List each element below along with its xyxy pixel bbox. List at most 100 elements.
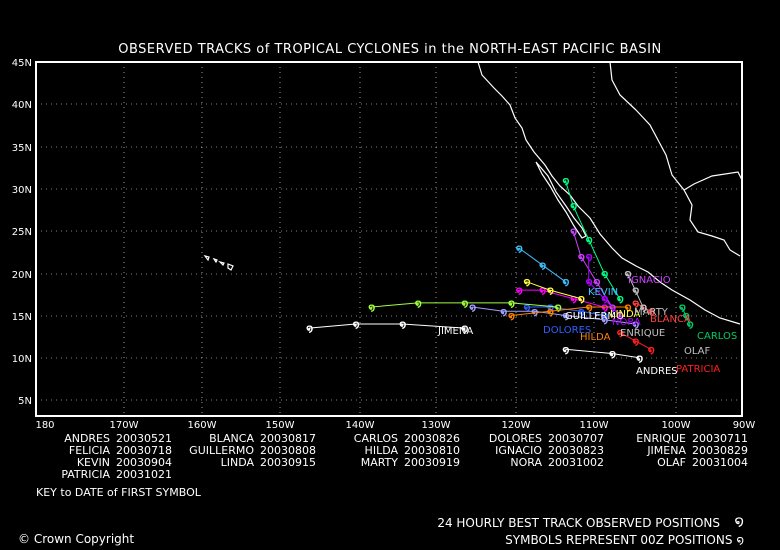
track-line-enrique [518,289,605,308]
key-storm-name: JIMENA [647,444,686,457]
key-entry: MARTY 20030919 [324,457,468,469]
track-line-andres [565,348,640,359]
key-storm-name: BLANCA [209,432,254,445]
track-symbol-nora: ໑ [617,310,624,323]
key-storm-name: MARTY [360,456,398,469]
track-symbol-ignacio: ໑ [593,276,600,289]
track-symbol-andres: ໑ [562,343,569,356]
track-line-linda [526,281,582,300]
storm-label-ignacio: IGNACIO [628,275,671,286]
key-entry: OLAF 20031004 [612,457,756,469]
track-symbol-guillermo: ໑ [601,314,608,327]
key-storm-name: HILDA [364,444,398,457]
key-storm-date: 20030817 [260,432,316,445]
track-symbol-jimena: ໑ [461,322,468,335]
track-symbol-olaf: ໑ [632,284,639,297]
track-symbol-marty: ໑ [586,233,593,246]
track-symbol-dolores: ໑ [547,301,554,314]
lon-tick-label: 150W [266,420,295,431]
copyright-label: © Crown Copyright [18,532,134,546]
key-row: ANDRES 20030521 BLANCA 20030817 CARLOS 200308… [36,433,756,445]
storm-label-dolores: DOLORES [543,325,591,336]
track-symbol-andres: ໑ [636,352,643,365]
key-storm-date: 20030707 [548,432,604,445]
track-symbol-nora: ໑ [586,250,593,263]
track-symbol-nora: ໑ [601,293,608,306]
key-storm-name: GUILLERMO [189,444,254,457]
key-entry: NORA 20031002 [468,457,612,469]
lon-tick-label: 90W [733,420,756,431]
track-symbol-carlos: ໑ [687,318,694,331]
track-symbol-hilda: ໑ [508,310,515,323]
track-symbol-kevin: ໑ [539,259,546,272]
storm-label-blanca: BLANCA [650,314,691,325]
track-symbol-jimena: ໑ [306,322,313,335]
lon-tick-label: 100W [662,420,691,431]
track-symbol-hilda: ໑ [547,305,554,318]
key-storm-name: KEVIN [76,456,110,469]
key-note: KEY to DATE of FIRST SYMBOL [36,486,201,499]
cyclone-symbol-icon: ໑ [736,533,744,547]
track-symbol-marty: ໑ [601,267,608,280]
key-entry: ENRIQUE 20030711 [612,433,756,445]
footer-note-1: 24 HOURLY BEST TRACK OBSERVED POSITIONS [437,516,720,530]
key-storm-name: ANDRES [64,432,110,445]
track-symbol-linda: ໑ [547,284,554,297]
lon-tick-label: 170W [110,420,139,431]
lat-tick-label: 10N [12,354,32,365]
track-symbol-linda: ໑ [524,276,531,289]
track-line-olaf [627,273,644,308]
key-storm-name: NORA [510,456,542,469]
track-symbol-nora: ໑ [586,276,593,289]
key-storm-date: 20030718 [116,444,172,457]
track-symbol-kevin: ໑ [516,242,523,255]
track-symbol-olaf: ໑ [640,301,647,314]
key-entry: PATRICIA 20031021 [36,469,181,481]
lon-tick-label: 120W [502,420,531,431]
track-line-jimena [309,323,465,329]
track-symbol-enrique: ໑ [570,293,577,306]
storm-label-carlos: CARLOS [697,331,737,342]
track-symbol-blanca: ໑ [632,297,639,310]
key-storm-date: 20030808 [260,444,316,457]
key-entry: BLANCA 20030817 [180,433,324,445]
track-symbol-felicia: ໑ [415,297,422,310]
key-storm-name: IGNACIO [495,444,542,457]
key-entry: FELICIA 20030718 [36,445,180,457]
key-entry: CARLOS 20030826 [324,433,468,445]
map-frame [35,61,743,417]
track-symbol-guillermo: ໑ [531,305,538,318]
storm-label-guillermo: GUILLERMO [565,311,624,322]
storm-label-jimena: JIMENA [437,326,473,337]
key-entry: HILDA 20030810 [324,445,468,457]
key-entry: DOLORES 20030707 [468,433,612,445]
lat-tick-label: 40N [12,100,32,111]
key-row: FELICIA 20030718 GUILLERMO 20030808 HILDA 200… [36,445,756,457]
track-symbol-guillermo: ໑ [562,310,569,323]
lon-tick-label: 140W [346,420,375,431]
storm-label-marty: MARTY [634,307,669,318]
key-storm-date: 20030826 [404,432,460,445]
lat-lon-grid: 45N 40N 35N 30N 25N 20N 15N 10N 5N 180 170W 160W 150… [12,58,756,431]
track-symbol-jimena: ໑ [399,318,406,331]
key-entry: GUILLERMO 20030808 [180,445,324,457]
track-symbol-patricia: ໑ [648,343,655,356]
track-symbol-blanca: ໑ [648,305,655,318]
lat-tick-label: 45N [12,58,32,69]
track-symbol-guillermo: ໑ [500,305,507,318]
track-symbol-carlos: ໑ [679,301,686,314]
track-symbol-olaf: ໑ [625,267,632,280]
track-symbol-felicia: ໑ [368,301,375,314]
key-storm-date: 20030904 [116,456,172,469]
track-line-kevin [518,247,566,283]
key-entry: LINDA 20030915 [180,457,324,469]
track-line-nora [588,256,621,316]
key-entry: JIMENA 20030829 [612,445,756,457]
key-storm-date: 20031021 [116,468,172,481]
key-storm-name: ENRIQUE [636,432,686,445]
lat-tick-label: 25N [12,227,32,238]
key-storm-name: PATRICIA [61,468,110,481]
storm-label-andres: ANDRES [636,366,678,377]
footer-note-2: SYMBOLS REPRESENT 00Z POSITIONS ໑ [505,533,744,547]
